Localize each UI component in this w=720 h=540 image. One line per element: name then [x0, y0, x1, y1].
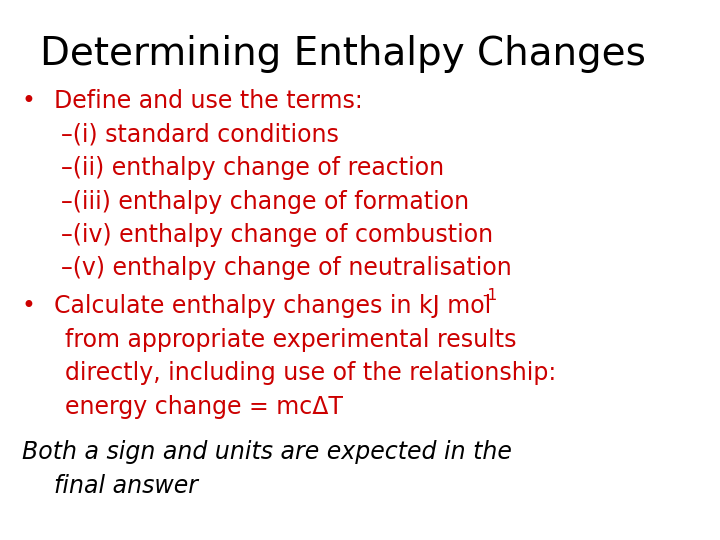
Text: Both a sign and units are expected in the: Both a sign and units are expected in th…	[22, 440, 511, 464]
Text: energy change = mcΔT: energy change = mcΔT	[65, 395, 343, 418]
Text: –(i) standard conditions: –(i) standard conditions	[61, 123, 339, 146]
Text: -1: -1	[482, 288, 498, 303]
Text: –(ii) enthalpy change of reaction: –(ii) enthalpy change of reaction	[61, 156, 444, 180]
Text: from appropriate experimental results: from appropriate experimental results	[65, 328, 516, 352]
Text: final answer: final answer	[54, 474, 198, 497]
Text: •: •	[22, 89, 35, 113]
Text: Calculate enthalpy changes in kJ mol: Calculate enthalpy changes in kJ mol	[54, 294, 491, 318]
Text: –(iv) enthalpy change of combustion: –(iv) enthalpy change of combustion	[61, 223, 493, 247]
Text: Define and use the terms:: Define and use the terms:	[54, 89, 363, 113]
Text: directly, including use of the relationship:: directly, including use of the relations…	[65, 361, 556, 385]
Text: –(iii) enthalpy change of formation: –(iii) enthalpy change of formation	[61, 190, 469, 213]
Text: Determining Enthalpy Changes: Determining Enthalpy Changes	[40, 35, 645, 73]
Text: •: •	[22, 294, 35, 318]
Text: –(v) enthalpy change of neutralisation: –(v) enthalpy change of neutralisation	[61, 256, 512, 280]
